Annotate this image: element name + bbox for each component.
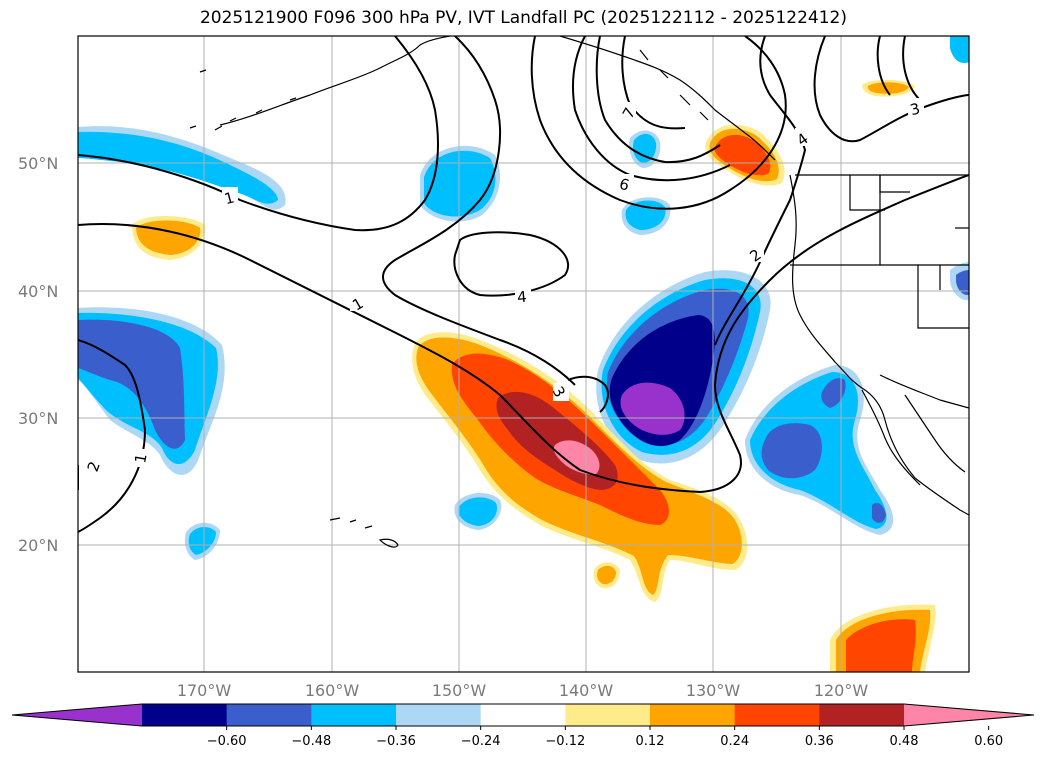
colorbar-swatch xyxy=(142,704,228,726)
colorbar-outline xyxy=(11,703,1035,727)
lon-label-170w: 170°W xyxy=(177,681,232,700)
colorbar-tick-label: 0.36 xyxy=(805,734,834,749)
contour-label: 3 xyxy=(908,99,922,119)
negative-anomaly-region-baja xyxy=(745,365,894,535)
colorbar-tick-label: 0.60 xyxy=(974,734,1003,749)
colorbar-tick-label: 0.24 xyxy=(720,734,749,749)
positive-anomaly-region-southeast xyxy=(830,604,936,672)
colorbar-tick-label: 0.12 xyxy=(636,734,665,749)
lon-label-160w: 160°W xyxy=(305,681,360,700)
colorbar-swatch xyxy=(311,704,397,726)
colorbar-swatch xyxy=(819,704,905,726)
colorbar-extend-high xyxy=(904,704,1034,726)
lon-label-120w: 120°W xyxy=(814,681,869,700)
latitude-labels: 50°N 40°N 30°N 20°N xyxy=(18,154,58,555)
lon-label-150w: 150°W xyxy=(432,681,487,700)
colorbar-swatch xyxy=(480,704,566,726)
colorbar-swatch xyxy=(565,704,651,726)
longitude-labels: 170°W 160°W 150°W 140°W 130°W 120°W xyxy=(177,681,869,700)
positive-anomaly-region-main xyxy=(412,332,748,602)
contour-labels: 1 1 1 2 2 3 3 4 4 6 7 xyxy=(84,98,924,475)
lat-label-20n: 20°N xyxy=(18,536,58,555)
map-title: 2025121900 F096 300 hPa PV, IVT Landfall… xyxy=(199,8,847,28)
negative-anomaly-region-north-pacific xyxy=(420,130,671,235)
colorbar-swatch xyxy=(396,704,482,726)
lon-label-130w: 130°W xyxy=(686,681,741,700)
lat-label-50n: 50°N xyxy=(18,154,58,173)
colorbar-extend-low xyxy=(12,704,142,726)
colorbar-tick-label: −0.60 xyxy=(207,734,247,749)
map-background xyxy=(78,36,969,672)
contour-label: 1 xyxy=(222,188,236,208)
lat-label-30n: 30°N xyxy=(18,409,58,428)
map-frame xyxy=(77,35,970,673)
lon-label-140w: 140°W xyxy=(559,681,614,700)
contour-label: 6 xyxy=(617,175,631,195)
colorbar-swatch xyxy=(650,704,736,726)
colorbar-swatch xyxy=(734,704,820,726)
lat-label-40n: 40°N xyxy=(18,282,58,301)
positive-anomaly-region-pacific-northwest xyxy=(705,124,785,186)
colorbar-tick-label: 0.48 xyxy=(890,734,919,749)
colorbar-swatch xyxy=(226,704,312,726)
contour-label: 1 xyxy=(131,452,150,465)
contour-label: 4 xyxy=(516,288,527,307)
colorbar-tick-label: −0.48 xyxy=(291,734,331,749)
colorbar: −0.60 −0.48 −0.36 −0.24 −0.12 0.12 0.24 0.36 0.4… xyxy=(11,703,1035,749)
colorbar-tick-label: −0.12 xyxy=(545,734,585,749)
coastlines xyxy=(189,36,969,548)
ivt-contours xyxy=(78,36,969,533)
colorbar-tick-label: −0.24 xyxy=(461,734,501,749)
colorbar-tick-label: −0.36 xyxy=(376,734,416,749)
